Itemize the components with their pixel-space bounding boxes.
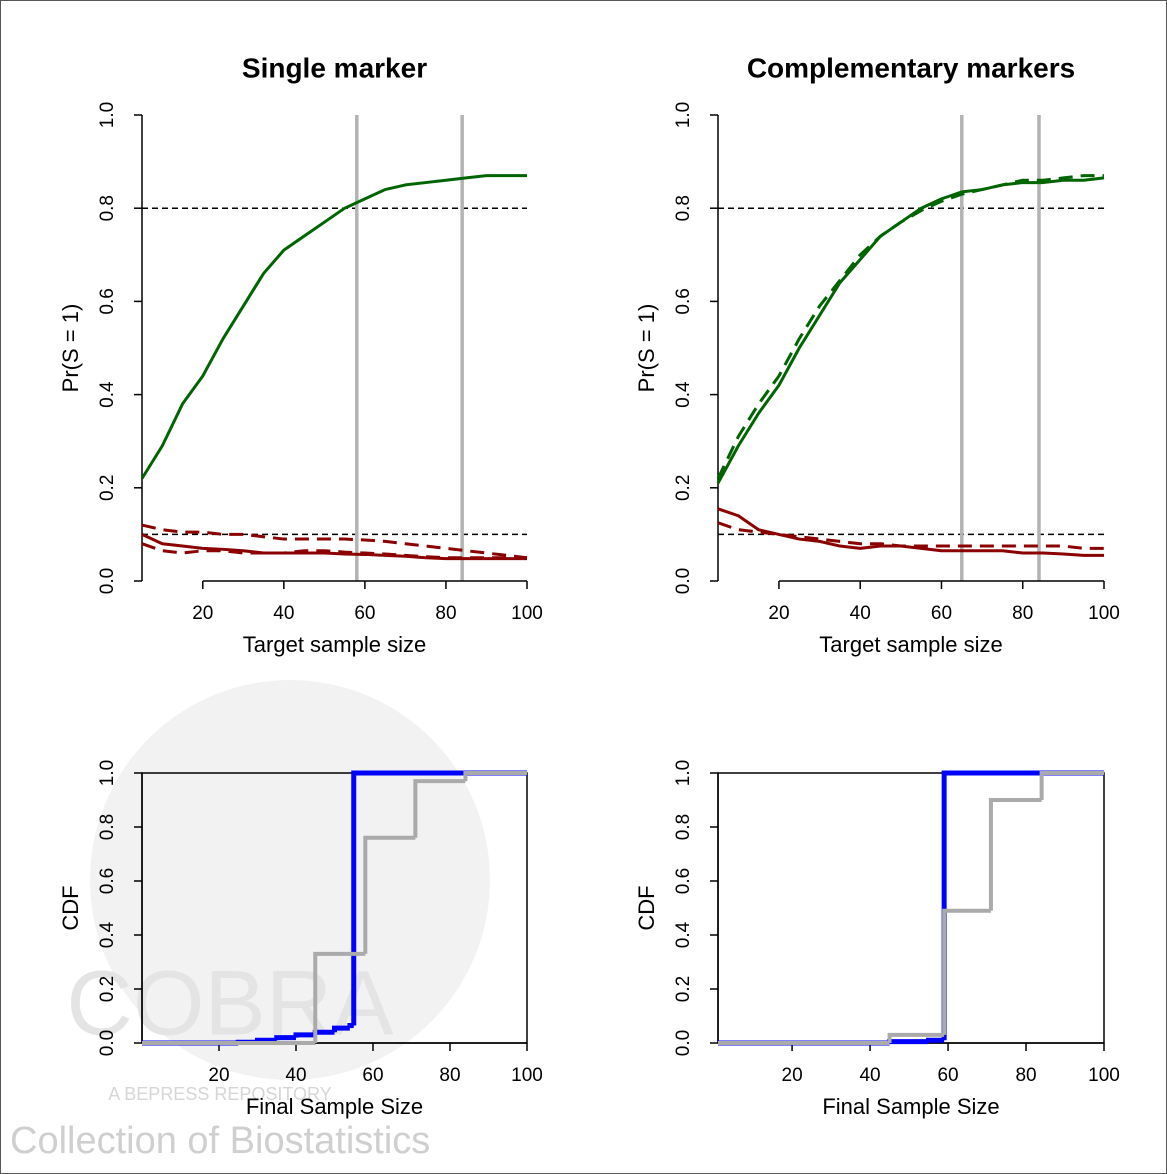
- step-segment: [312, 1029, 335, 1035]
- x-tick-label: 80: [435, 603, 456, 624]
- step-segment: [1039, 771, 1104, 800]
- y-tick-label: 0.4: [673, 381, 694, 408]
- series-line: [140, 174, 527, 480]
- step-segment: [988, 798, 1042, 911]
- x-tick-label: 100: [1088, 603, 1120, 624]
- y-axis-label: Pr(S = 1): [634, 304, 659, 393]
- x-tick-label: 60: [354, 603, 375, 624]
- x-tick-label: 60: [931, 603, 952, 624]
- y-tick-label: 0.2: [673, 475, 694, 501]
- chart-title: Single marker: [242, 52, 427, 83]
- y-tick-label: 0.4: [97, 381, 118, 408]
- x-tick-label: 80: [439, 1065, 460, 1086]
- step-segment: [413, 779, 466, 838]
- step-segment: [332, 1025, 350, 1033]
- series-line: [141, 533, 527, 561]
- x-tick-label: 100: [1088, 1065, 1120, 1086]
- y-tick-label: 1.0: [673, 760, 694, 786]
- y-tick-label: 0.2: [97, 976, 118, 1002]
- y-tick-label: 0.8: [97, 814, 118, 840]
- x-tick-label: 20: [782, 1065, 803, 1086]
- watermark-logo: [90, 680, 490, 1080]
- watermark-text: COBRA: [66, 952, 394, 1054]
- step-segment: [274, 1035, 296, 1041]
- y-tick-label: 0.6: [673, 288, 694, 314]
- y-tick-label: 1.0: [673, 102, 694, 128]
- step-segment: [926, 1037, 945, 1043]
- x-tick-label: 20: [768, 603, 789, 624]
- step-segment: [293, 1032, 316, 1038]
- y-tick-label: 0.2: [673, 976, 694, 1002]
- x-tick-label: 60: [937, 1065, 958, 1086]
- y-tick-label: 0.6: [97, 288, 118, 314]
- step-segment: [463, 771, 527, 782]
- step-segment: [942, 908, 991, 1035]
- y-tick-label: 0.6: [673, 868, 694, 894]
- x-tick-label: 40: [850, 603, 871, 624]
- x-tick-label: 20: [208, 1065, 229, 1086]
- chart-title: Complementary markers: [747, 52, 1075, 83]
- y-tick-label: 0.4: [673, 921, 694, 948]
- x-axis-label: Final Sample Size: [246, 1094, 423, 1119]
- plot-box: [141, 772, 528, 1044]
- y-tick-label: 0.8: [97, 195, 118, 221]
- y-tick-label: 0.2: [97, 475, 118, 501]
- x-tick-label: 60: [362, 1065, 383, 1086]
- step-segment: [313, 951, 366, 1043]
- step-segment: [363, 835, 416, 954]
- y-tick-label: 1.0: [97, 760, 118, 786]
- x-tick-label: 80: [1015, 1065, 1036, 1086]
- y-tick-label: 0.4: [97, 921, 118, 948]
- y-axis-label: CDF: [634, 885, 659, 930]
- x-tick-label: 40: [859, 1065, 880, 1086]
- x-tick-label: 100: [511, 603, 543, 624]
- watermark-text: A BEPRESS REPOSITORY: [108, 1084, 331, 1104]
- x-tick-label: 40: [285, 1065, 306, 1086]
- x-tick-label: 40: [273, 603, 294, 624]
- y-tick-label: 0.0: [97, 568, 118, 594]
- series-line: [717, 507, 1104, 557]
- series-line: [716, 174, 1104, 480]
- x-axis-label: Target sample size: [819, 632, 1002, 657]
- x-tick-label: 20: [192, 603, 213, 624]
- step-segment: [347, 1022, 354, 1029]
- y-tick-label: 0.6: [97, 868, 118, 894]
- step-segment: [887, 1039, 929, 1045]
- x-axis-label: Final Sample Size: [822, 1094, 999, 1119]
- watermark-text: Collection of Biostatistics: [10, 1120, 430, 1162]
- x-tick-label: 100: [511, 1065, 543, 1086]
- y-tick-label: 0.0: [673, 568, 694, 594]
- y-tick-label: 1.0: [97, 102, 118, 128]
- step-segment: [887, 1032, 945, 1043]
- y-axis-label: Pr(S = 1): [58, 304, 83, 393]
- y-axis-label: CDF: [58, 885, 83, 930]
- y-tick-label: 0.8: [673, 195, 694, 221]
- x-axis-label: Target sample size: [243, 632, 426, 657]
- y-tick-label: 0.8: [673, 814, 694, 840]
- y-tick-label: 0.0: [97, 1030, 118, 1056]
- x-tick-label: 80: [1012, 603, 1033, 624]
- y-tick-label: 0.0: [673, 1030, 694, 1056]
